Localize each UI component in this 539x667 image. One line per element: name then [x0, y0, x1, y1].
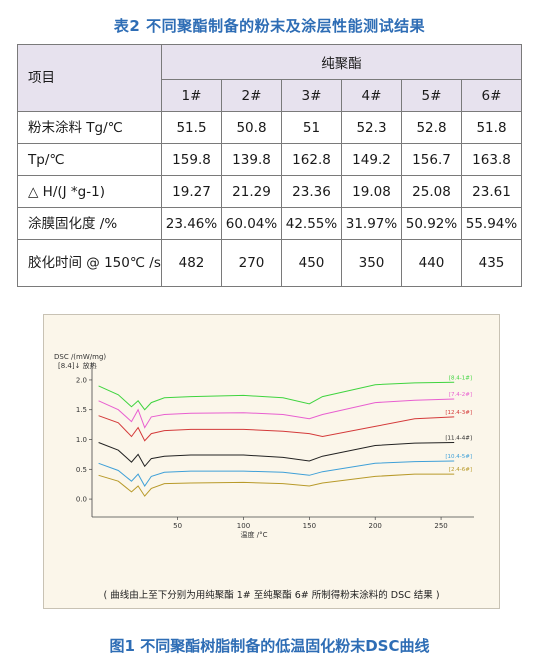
y-tick-label: 1.0 [76, 436, 87, 444]
column-header: 2# [221, 79, 282, 112]
curve-label: [11.4-4#] [445, 435, 472, 441]
curve-label: [2.4-6#] [449, 467, 472, 473]
column-header: 4# [341, 79, 402, 112]
row-label: 胶化时间 @ 150℃ /s [17, 239, 162, 287]
table-row: 粉末涂料 Tg/℃ 51.5 50.8 51 52.3 52.8 51.8 [17, 111, 522, 144]
dsc-curve-5 [98, 460, 455, 487]
curve-label: [7.4-2#] [449, 392, 472, 398]
table-cell: 51.8 [461, 111, 522, 144]
table-cell: 21.29 [221, 175, 282, 208]
row-label: Tp/℃ [17, 143, 162, 176]
group-header: 纯聚酯 [161, 44, 522, 80]
x-tick-label: 50 [173, 522, 182, 530]
dsc-chart: DSC /(mW/mg) [8.4]↓ 放热 温度 /°C 0.0 0.5 1.0 1… [44, 315, 499, 581]
figure-panel: DSC /(mW/mg) [8.4]↓ 放热 温度 /°C 0.0 0.5 1.0 1… [43, 314, 500, 609]
table-cell: 51.5 [161, 111, 222, 144]
table-title: 表2 不同聚酯制备的粉末及涂层性能测试结果 [113, 17, 426, 35]
table-cell: 162.8 [281, 143, 342, 176]
row-label: △ H/(J *g-1) [17, 175, 162, 208]
column-header: 1# [161, 79, 222, 112]
y-tick-label: 1.5 [76, 406, 87, 414]
table-cell: 42.55% [281, 207, 342, 240]
table-cell: 270 [221, 239, 282, 287]
table-cell: 31.97% [341, 207, 402, 240]
dsc-curve-1 [98, 381, 455, 411]
dsc-curve-3 [98, 415, 455, 442]
column-header: 3# [281, 79, 342, 112]
exo-label: [8.4]↓ 放热 [58, 361, 97, 370]
column-header: 5# [401, 79, 462, 112]
figure-title: 图1 不同聚酯树脂制备的低温固化粉末DSC曲线 [109, 637, 430, 655]
curve-label: [12.4-3#] [445, 410, 472, 416]
x-tick-label: 150 [303, 522, 316, 530]
table-cell: 52.3 [341, 111, 402, 144]
table-cell: 50.8 [221, 111, 282, 144]
table-cell: 440 [401, 239, 462, 287]
dsc-curve-4 [98, 442, 455, 468]
axes: 0.0 0.5 1.0 1.5 2.0 50 100 150 200 250 [76, 363, 474, 530]
dsc-curve-2 [98, 398, 455, 429]
table-cell: 60.04% [221, 207, 282, 240]
table-cell: 450 [281, 239, 342, 287]
row-label: 粉末涂料 Tg/℃ [17, 111, 162, 144]
table-cell: 159.8 [161, 143, 222, 176]
table-cell: 435 [461, 239, 522, 287]
table-cell: 23.36 [281, 175, 342, 208]
table-row: Tp/℃ 159.8 139.8 162.8 149.2 156.7 163.8 [17, 143, 522, 176]
table-cell: 25.08 [401, 175, 462, 208]
x-tick-label: 250 [434, 522, 447, 530]
y-tick-label: 0.5 [76, 466, 87, 474]
table-cell: 23.61 [461, 175, 522, 208]
figure-inner-caption: ( 曲线由上至下分别为用纯聚酯 1# 至纯聚酯 6# 所制得粉末涂料的 DSC … [103, 590, 440, 601]
table-cell: 55.94% [461, 207, 522, 240]
table-cell: 52.8 [401, 111, 462, 144]
x-axis-title: 温度 /°C [241, 530, 268, 539]
table-cell: 19.08 [341, 175, 402, 208]
table-row: 胶化时间 @ 150℃ /s 482 270 450 350 440 435 [17, 239, 522, 287]
table-row: 涂膜固化度 /% 23.46% 60.04% 42.55% 31.97% 50.… [17, 207, 522, 240]
curves: [8.4-1#] [7.4-2#] [12.4-3#] [11.4-4#] [10.4-… [98, 375, 472, 497]
table-cell: 23.46% [161, 207, 222, 240]
performance-table: 项目 纯聚酯 1# 2# 3# 4# 5# 6# 粉末涂料 Tg/℃ 51.5 … [17, 44, 522, 287]
curve-label: [8.4-1#] [449, 375, 472, 381]
y-axis-title: DSC /(mW/mg) [54, 353, 106, 361]
x-tick-label: 100 [237, 522, 250, 530]
table-cell: 51 [281, 111, 342, 144]
y-tick-label: 0.0 [76, 496, 87, 504]
table-cell: 163.8 [461, 143, 522, 176]
table-cell: 149.2 [341, 143, 402, 176]
table-cell: 482 [161, 239, 222, 287]
table-cell: 19.27 [161, 175, 222, 208]
table-cell: 156.7 [401, 143, 462, 176]
column-header: 6# [461, 79, 522, 112]
table-cell: 50.92% [401, 207, 462, 240]
y-tick-label: 2.0 [76, 376, 87, 384]
curve-label: [10.4-5#] [445, 454, 472, 460]
dsc-curve-6 [98, 473, 455, 497]
table-cell: 139.8 [221, 143, 282, 176]
table-cell: 350 [341, 239, 402, 287]
row-label: 涂膜固化度 /% [17, 207, 162, 240]
item-header: 项目 [17, 44, 162, 112]
x-tick-label: 200 [369, 522, 382, 530]
table-row: △ H/(J *g-1) 19.27 21.29 23.36 19.08 25.… [17, 175, 522, 208]
